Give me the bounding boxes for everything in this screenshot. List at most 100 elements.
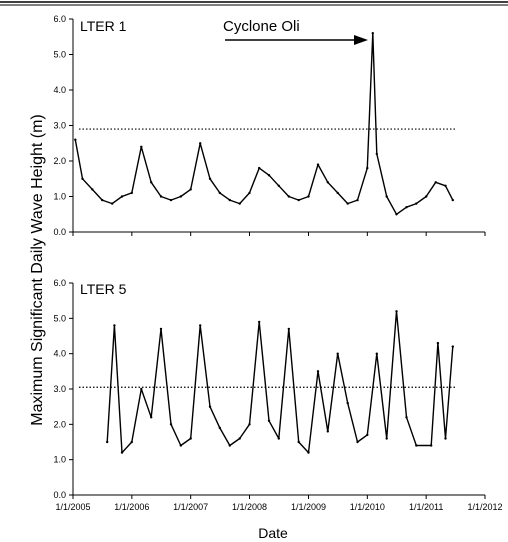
y-tick-label: 4.0 xyxy=(53,85,66,95)
data-point xyxy=(425,195,428,198)
data-point xyxy=(436,341,440,345)
data-point xyxy=(179,195,182,198)
data-point xyxy=(130,191,133,195)
data-point xyxy=(366,166,369,170)
data-point xyxy=(356,440,359,444)
series-line xyxy=(106,310,454,454)
data-point xyxy=(91,188,94,191)
x-tick-label: 1/1/2005 xyxy=(55,502,90,512)
data-point xyxy=(189,188,192,191)
data-point xyxy=(395,310,398,313)
y-tick-label: 1.0 xyxy=(53,455,66,465)
data-point xyxy=(74,138,77,141)
data-point xyxy=(238,202,241,205)
data-point xyxy=(258,166,261,170)
data-point xyxy=(287,327,290,331)
x-tick-label: 1/1/2011 xyxy=(409,502,443,512)
data-point xyxy=(356,198,359,202)
data-point xyxy=(385,195,388,198)
y-tick-label: 4.0 xyxy=(53,349,66,359)
data-point xyxy=(267,419,271,422)
panel-lter5: LTER 5 0.0 1.0 2.0 3.0 4.0 5.0 6.0 1/1/2005 1/1/… xyxy=(53,278,502,512)
data-point xyxy=(297,440,300,444)
data-point xyxy=(451,345,454,348)
data-point xyxy=(415,202,418,205)
x-tick-label: 1/1/2010 xyxy=(350,502,385,512)
data-point xyxy=(150,416,153,419)
data-point xyxy=(120,195,124,198)
data-point xyxy=(218,191,221,195)
data-point xyxy=(375,352,378,355)
y-axis-label: Maximum Significant Daily Wave Height (m… xyxy=(29,114,46,425)
data-point xyxy=(444,184,447,187)
data-point xyxy=(258,320,261,324)
data-point xyxy=(405,206,408,209)
data-point xyxy=(248,191,251,195)
data-point xyxy=(238,437,241,440)
data-point xyxy=(120,451,124,454)
cyclone-arrow xyxy=(225,35,368,45)
y-tick-label: 2.0 xyxy=(53,419,66,429)
y-tick-label: 0.0 xyxy=(53,227,66,237)
data-point xyxy=(169,423,173,426)
data-point xyxy=(297,198,300,202)
y-tick-label: 5.0 xyxy=(53,50,66,60)
data-point xyxy=(140,145,143,148)
series-line xyxy=(74,32,454,216)
x-axis-label: Date xyxy=(258,525,288,541)
x-tick-label: 1/1/2009 xyxy=(291,502,326,512)
data-point xyxy=(199,324,202,327)
data-point xyxy=(199,142,202,145)
data-point xyxy=(169,198,173,202)
data-point xyxy=(336,352,339,355)
data-point xyxy=(159,195,163,198)
panel-label-lter1: LTER 1 xyxy=(80,18,127,34)
data-point xyxy=(451,198,454,202)
data-point xyxy=(316,163,320,166)
data-point xyxy=(336,191,339,195)
data-point xyxy=(430,444,433,447)
data-point xyxy=(150,181,153,184)
y-tick-label: 6.0 xyxy=(53,278,66,288)
data-point xyxy=(101,198,104,202)
data-point xyxy=(277,184,280,187)
y-tick-label: 5.0 xyxy=(53,313,66,323)
panel-label-lter5: LTER 5 xyxy=(80,281,127,297)
data-point xyxy=(267,174,271,177)
data-point xyxy=(189,437,192,440)
data-point xyxy=(218,426,221,430)
data-point xyxy=(287,195,290,198)
y-tick-label: 0.0 xyxy=(53,490,66,500)
data-point xyxy=(346,401,349,405)
y-tick-label: 1.0 xyxy=(53,192,66,202)
cyclone-annotation: Cyclone Oli xyxy=(223,18,300,35)
data-point xyxy=(444,437,447,440)
data-point xyxy=(130,440,133,444)
y-tick-label: 6.0 xyxy=(53,14,66,24)
panel-lter1: LTER 1 Cyclone Oli 0.0 1.0 2.0 3.0 4.0 5.0 6.0 xyxy=(53,14,486,237)
data-point xyxy=(81,177,84,180)
data-point xyxy=(316,370,320,373)
data-point xyxy=(140,387,143,391)
data-point xyxy=(111,202,114,205)
data-point xyxy=(248,423,251,426)
data-point xyxy=(228,198,231,202)
data-point xyxy=(208,405,212,408)
data-point xyxy=(326,430,329,433)
y-tick-label: 2.0 xyxy=(53,156,66,166)
data-point xyxy=(385,437,388,440)
data-point xyxy=(415,444,418,447)
data-point xyxy=(277,437,280,440)
y-tick-label: 3.0 xyxy=(53,121,66,131)
data-point xyxy=(366,433,369,437)
data-point xyxy=(371,32,374,35)
data-point xyxy=(434,181,437,184)
data-point xyxy=(113,324,116,327)
data-point xyxy=(346,202,349,205)
data-point xyxy=(179,444,182,447)
data-point xyxy=(326,181,329,184)
y-tick-label: 3.0 xyxy=(53,384,66,394)
data-point xyxy=(106,440,109,444)
x-tick-label: 1/1/2012 xyxy=(467,502,502,512)
